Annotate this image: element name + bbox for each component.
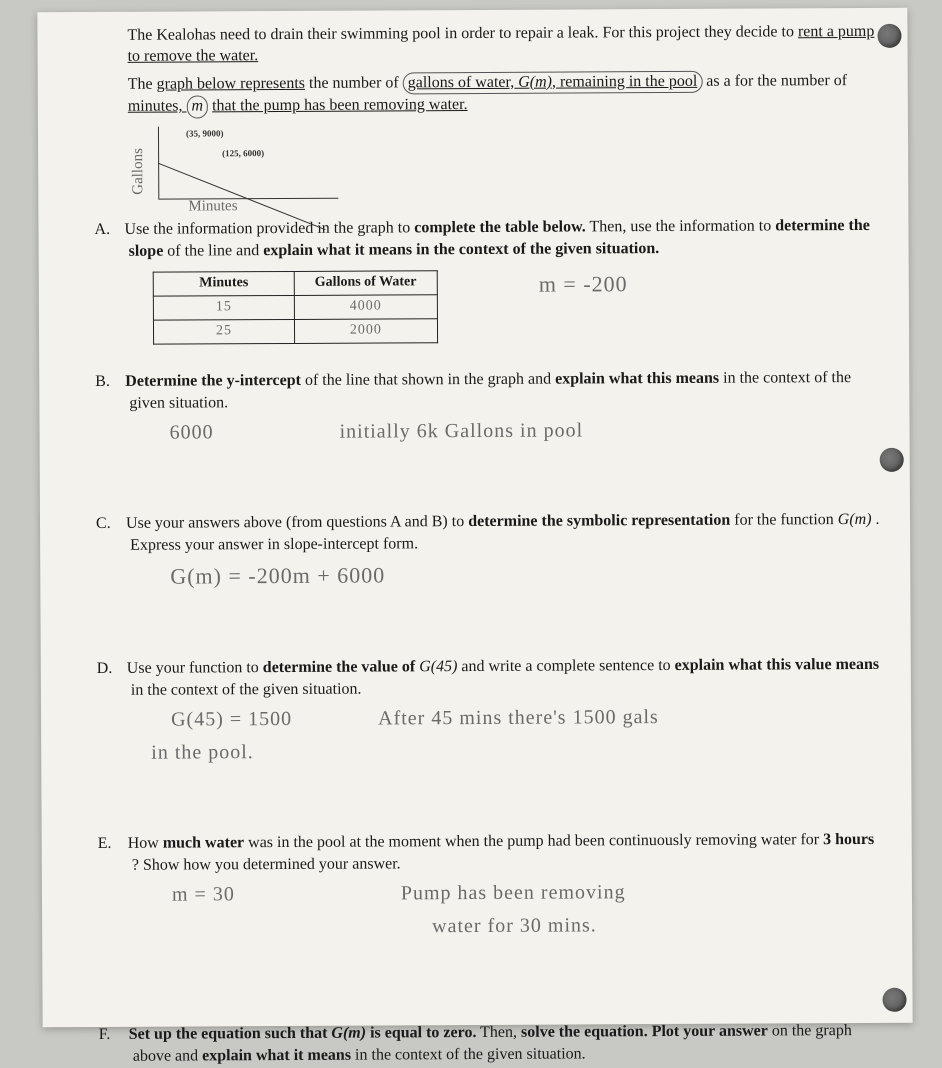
y-axis-hand-label: Gallons [130, 148, 147, 195]
q-text: Use your answers above (from questions A… [126, 513, 468, 532]
intro-paragraph-1: The Kealohas need to drain their swimmin… [127, 22, 879, 68]
hand-explanation: Pump has been removing [401, 882, 626, 905]
punch-hole-icon [882, 988, 906, 1012]
punch-hole-icon [880, 448, 904, 472]
q-ital: G(m) [331, 1025, 366, 1042]
question-letter: E. [98, 833, 124, 855]
q-bold: is equal to zero. [370, 1024, 476, 1042]
question-f: F. Set up the equation such that G(m) is… [133, 1020, 885, 1067]
question-b: B. Determine the y-intercept of the line… [129, 367, 882, 487]
question-letter: D. [97, 658, 123, 680]
q-text: of the line and [167, 242, 263, 260]
question-letter: B. [95, 371, 121, 393]
intro-underlined: that the pump has been removing water. [212, 96, 468, 114]
intro-underlined: gallons of water, [408, 73, 519, 91]
worksheet-page: The Kealohas need to drain their swimmin… [37, 8, 912, 1028]
q-text: in the context of the given situation. [355, 1046, 586, 1064]
intro-circled: gallons of water, G(m), remaining in the… [403, 70, 703, 94]
intro-text: The Kealohas need to drain their swimmin… [127, 23, 798, 44]
hand-slope: m = -200 [539, 270, 628, 300]
q-text: Then, use the information to [589, 218, 775, 236]
intro-underlined: , remaining in the pool [552, 72, 697, 90]
hand-y-intercept: 6000 [169, 422, 213, 444]
q-bold: complete the table below. [414, 219, 586, 237]
table-row-wrapper: Minutes Gallons of Water 15 4000 25 2000… [129, 268, 881, 345]
hand-answer-b: 6000 initially 6k Gallons in pool [169, 416, 881, 447]
q-ital: G(m) [838, 511, 872, 528]
q-bold: determine the symbolic representation [468, 512, 730, 530]
intro-underlined: graph below represents [157, 74, 305, 92]
cell-hand: 4000 [294, 295, 437, 320]
table-row: Minutes Gallons of Water [153, 271, 437, 296]
hand-equation: G(m) = -200m + 6000 [170, 558, 882, 591]
question-d: D. Use your function to determine the va… [131, 654, 884, 807]
q-text: Use the information provided in the grap… [124, 220, 414, 239]
q-text: Then, [480, 1024, 521, 1041]
q-text: of the line that shown in the graph and [305, 371, 555, 389]
col-header: Gallons of Water [294, 271, 437, 296]
col-header: Minutes [153, 272, 294, 297]
q-text: How [128, 835, 163, 852]
question-a: A. Use the information provided in the g… [128, 215, 881, 345]
q-bold: 3 hours [823, 831, 874, 848]
hand-explanation: initially 6k Gallons in pool [339, 418, 583, 446]
q-text: in the context of the given situation. [131, 680, 362, 698]
intro-func: G(m) [518, 73, 552, 90]
hand-eval: G(45) = 1500 [171, 708, 292, 731]
q-bold: Set up the equation such that [129, 1025, 332, 1043]
q-text: ? Show how you determined your answer. [132, 855, 401, 873]
q-bold: explain what it means in the context of … [263, 240, 659, 259]
intro-underlined: minutes, [128, 98, 187, 115]
q-bold: explain what this value means [675, 656, 880, 674]
question-letter: C. [96, 513, 122, 535]
graph-sketch: (35, 9000) (125, 6000) Gallons Minutes [134, 126, 354, 215]
intro-text: the number of [309, 74, 403, 91]
q-bold: Determine the y-intercept [125, 372, 301, 390]
table-row: 15 4000 [153, 295, 437, 320]
q-bold: explain what it means [202, 1047, 351, 1065]
q-bold: much water [163, 835, 244, 852]
q-bold: determine the value of [263, 658, 419, 676]
intro-text: as a for the number of [706, 72, 847, 90]
question-letter: F. [99, 1024, 125, 1046]
hand-m-value: m = 30 [172, 884, 235, 906]
q-bold: explain what this means [555, 370, 719, 388]
table-row: 25 2000 [153, 319, 437, 344]
hand-answer-d2: in the pool. [151, 736, 883, 767]
cell-hand: 2000 [294, 319, 437, 344]
cell-hand: 15 [153, 296, 294, 321]
intro-var: m [186, 96, 208, 119]
hand-answer-e2: water for 30 mins. [432, 911, 884, 940]
data-table: Minutes Gallons of Water 15 4000 25 2000 [153, 271, 438, 345]
q-text: was in the pool at the moment when the p… [248, 831, 823, 851]
graph-line [158, 126, 328, 199]
hand-answer-d1: G(45) = 1500 After 45 mins there's 1500 … [171, 703, 883, 734]
graph-point-label: (35, 9000) [186, 128, 224, 138]
punch-hole-icon [877, 24, 901, 48]
q-text: and write a complete sentence to [461, 657, 674, 675]
x-axis-hand-label: Minutes [188, 198, 237, 215]
cell-hand: 25 [153, 320, 294, 345]
q-text: Use your function to [127, 659, 263, 677]
q-text: for the function [734, 511, 838, 529]
q-ital: G(45) [419, 658, 457, 675]
q-bold: solve the equation. Plot your answer [521, 1023, 768, 1041]
hand-answer-e1: m = 30 Pump has been removing [172, 878, 884, 909]
hand-explanation: After 45 mins there's 1500 gals [378, 706, 659, 729]
intro-text: The [128, 75, 157, 92]
question-c: C. Use your answers above (from question… [130, 509, 883, 632]
question-letter: A. [94, 219, 120, 241]
question-e: E. How much water was in the pool at the… [132, 829, 885, 998]
graph-point-label: (125, 6000) [222, 148, 264, 158]
intro-paragraph-2: The graph below represents the number of… [128, 69, 880, 119]
